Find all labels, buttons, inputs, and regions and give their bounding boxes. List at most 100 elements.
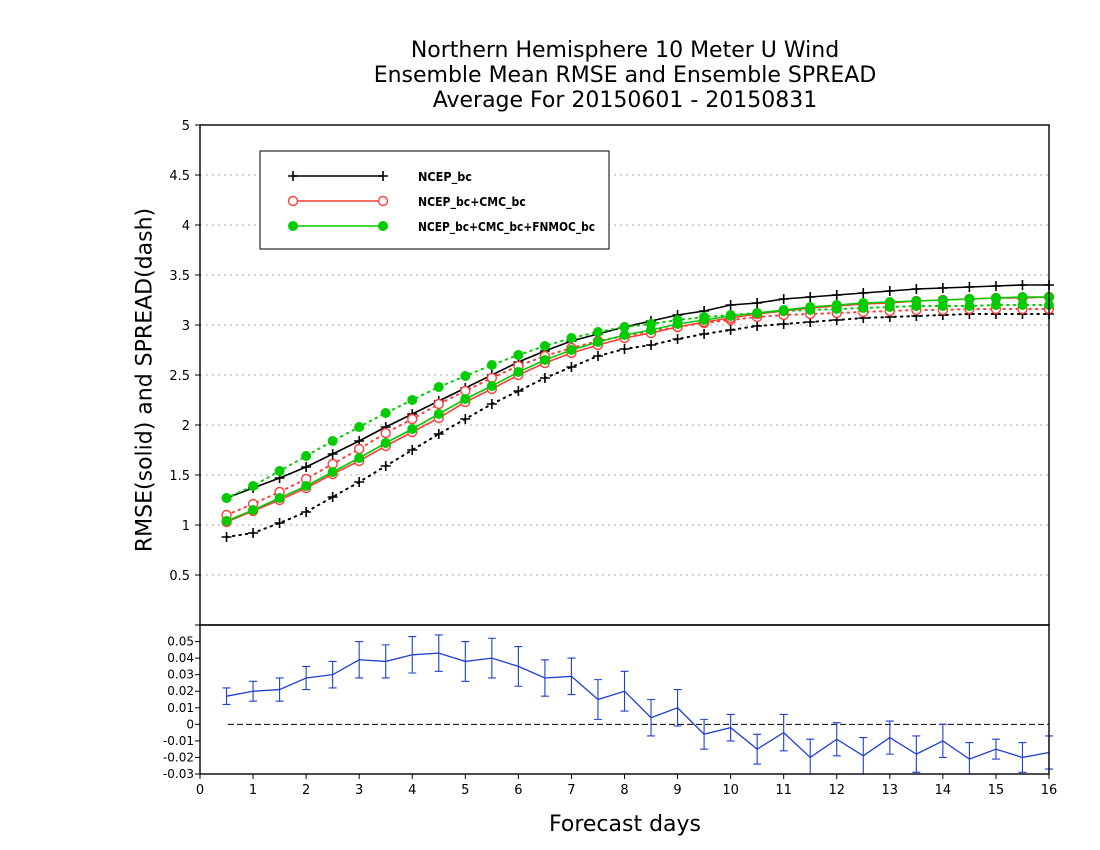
data-point-plus [460,414,471,424]
legend-label: NCEP_bc+CMC_bc [418,195,526,210]
data-point-filled-circle [327,467,338,477]
data-point-plus [752,298,763,308]
data-point-plus [301,462,312,472]
data-point-plus [672,334,683,344]
data-point-plus [301,507,312,517]
y-tick-label: -0.02 [163,750,194,764]
chart-title-line-2: Ensemble Mean RMSE and Ensemble SPREAD [373,63,877,88]
x-tick-label: 6 [514,783,522,798]
y-tick-label: 0.04 [167,651,194,665]
error-bar [912,735,921,773]
y-tick-label: 0.05 [167,635,194,649]
error-bar [434,634,443,672]
data-point-plus [248,528,259,538]
error-bar [1018,741,1027,773]
data-point-filled-circle [911,296,922,306]
data-point-filled-circle [778,305,789,315]
data-point-filled-circle [301,451,312,461]
data-point-open-circle [377,195,389,207]
error-bar [832,722,841,757]
error-bar [700,718,709,750]
error-bar [593,679,602,720]
error-bar [381,644,390,679]
error-bar [620,670,629,712]
x-tick-label: 11 [775,783,792,798]
data-point-open-circle [407,413,418,425]
x-axis-label: Forecast days [548,812,702,837]
error-bar [487,637,496,679]
data-point-filled-circle [990,293,1001,303]
rmse-solid-line [226,296,1050,523]
y-tick-label: 0.01 [167,701,194,715]
y-tick-label: 2 [182,419,190,434]
spread-dash-line [225,308,1050,516]
data-point-filled-circle [672,319,683,329]
error-bar [885,720,894,755]
data-point-plus [911,284,922,294]
data-point-plus [619,344,630,354]
x-tick-label: 13 [882,783,899,798]
data-point-filled-circle [433,409,444,419]
data-point-filled-circle [858,298,869,308]
x-tick-label: 14 [935,783,952,798]
data-point-filled-circle [433,382,444,392]
data-point-filled-circle [805,302,816,312]
data-point-filled-circle [725,311,736,321]
y-tick-label: 1 [182,519,190,534]
data-point-filled-circle [539,341,550,351]
data-point-plus [380,461,391,471]
data-point-plus [725,300,736,310]
data-point-filled-circle [380,408,391,418]
data-point-filled-circle [378,221,388,231]
data-point-plus [221,532,232,542]
data-point-filled-circle [301,481,312,491]
spread-dash-line [225,304,1050,499]
data-point-plus [592,351,603,361]
data-point-plus [274,518,285,528]
data-point-plus [646,340,657,350]
error-bar [328,660,337,689]
error-bar [222,687,231,706]
data-point-filled-circle [566,333,577,343]
y-tick-label: 0 [186,717,194,731]
y-tick-label: 0.02 [167,684,194,698]
data-point-filled-circle [327,436,338,446]
data-point-filled-circle [592,327,603,337]
error-bar [461,641,470,682]
data-point-plus [990,281,1001,291]
data-point-plus [433,429,444,439]
data-point-plus [858,288,869,298]
data-point-filled-circle [646,325,657,335]
data-point-filled-circle [354,453,365,463]
difference-line [226,652,1050,760]
x-tick-label: 5 [461,783,469,798]
x-tick-label: 9 [673,783,681,798]
error-bar [753,733,762,765]
error-bar [673,689,682,727]
rmse-solid-line [226,296,1049,522]
data-point-open-circle [433,398,444,410]
data-point-plus [752,321,763,331]
data-point-plus [288,171,298,181]
y-tick-label: 3.5 [169,269,190,284]
data-point-plus [539,373,550,383]
data-point-filled-circle [937,295,948,305]
error-bar [408,636,417,674]
data-point-plus [513,386,524,396]
data-point-plus [884,286,895,296]
error-bar [726,713,735,742]
y-tick-label: 0.5 [169,569,190,584]
error-bar [779,713,788,752]
error-bar [647,698,656,737]
error-bar [249,680,258,702]
error-bar [991,738,1000,760]
data-point-filled-circle [288,221,298,231]
x-tick-label: 0 [196,783,204,798]
data-point-filled-circle [460,371,471,381]
y-tick-label: 1.5 [169,469,190,484]
data-point-plus [327,449,338,459]
data-point-filled-circle [460,394,471,404]
legend: NCEP_bc NCEP_bc+CMC_bc NCEP_bc+CMC_bc+FNMO… [259,150,610,250]
error-bar [355,641,364,679]
data-point-filled-circle [539,355,550,365]
